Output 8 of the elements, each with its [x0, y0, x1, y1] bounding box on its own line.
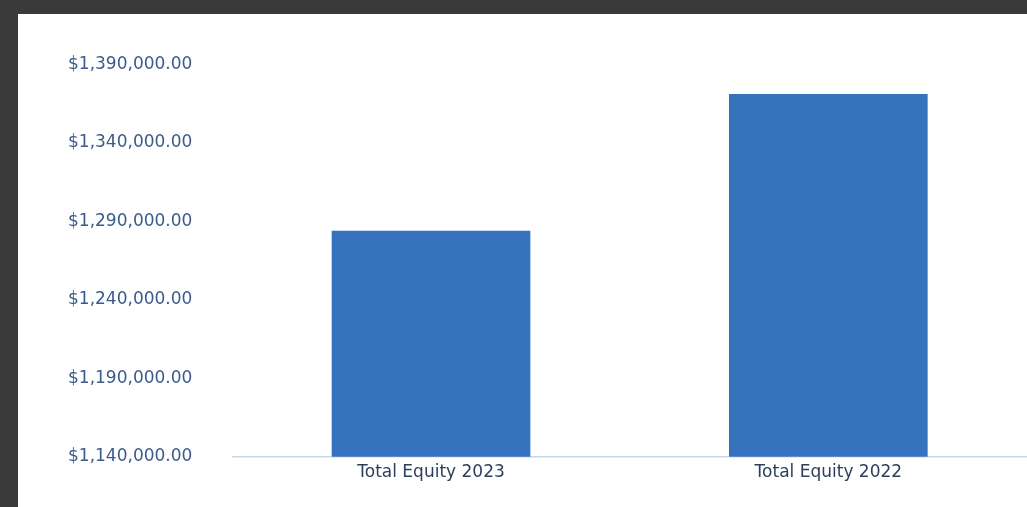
- y-tick-label: $1,290,000.00: [68, 209, 193, 230]
- y-tick-label: $1,240,000.00: [68, 288, 193, 309]
- y-tick-label: $1,190,000.00: [68, 366, 193, 387]
- y-tick-label: $1,390,000.00: [68, 52, 193, 73]
- x-tick-label: Total Equity 2022: [753, 461, 903, 482]
- y-tick-label: $1,340,000.00: [68, 131, 193, 152]
- x-tick-label: Total Equity 2023: [356, 461, 505, 482]
- y-tick-label: $1,140,000.00: [68, 445, 193, 466]
